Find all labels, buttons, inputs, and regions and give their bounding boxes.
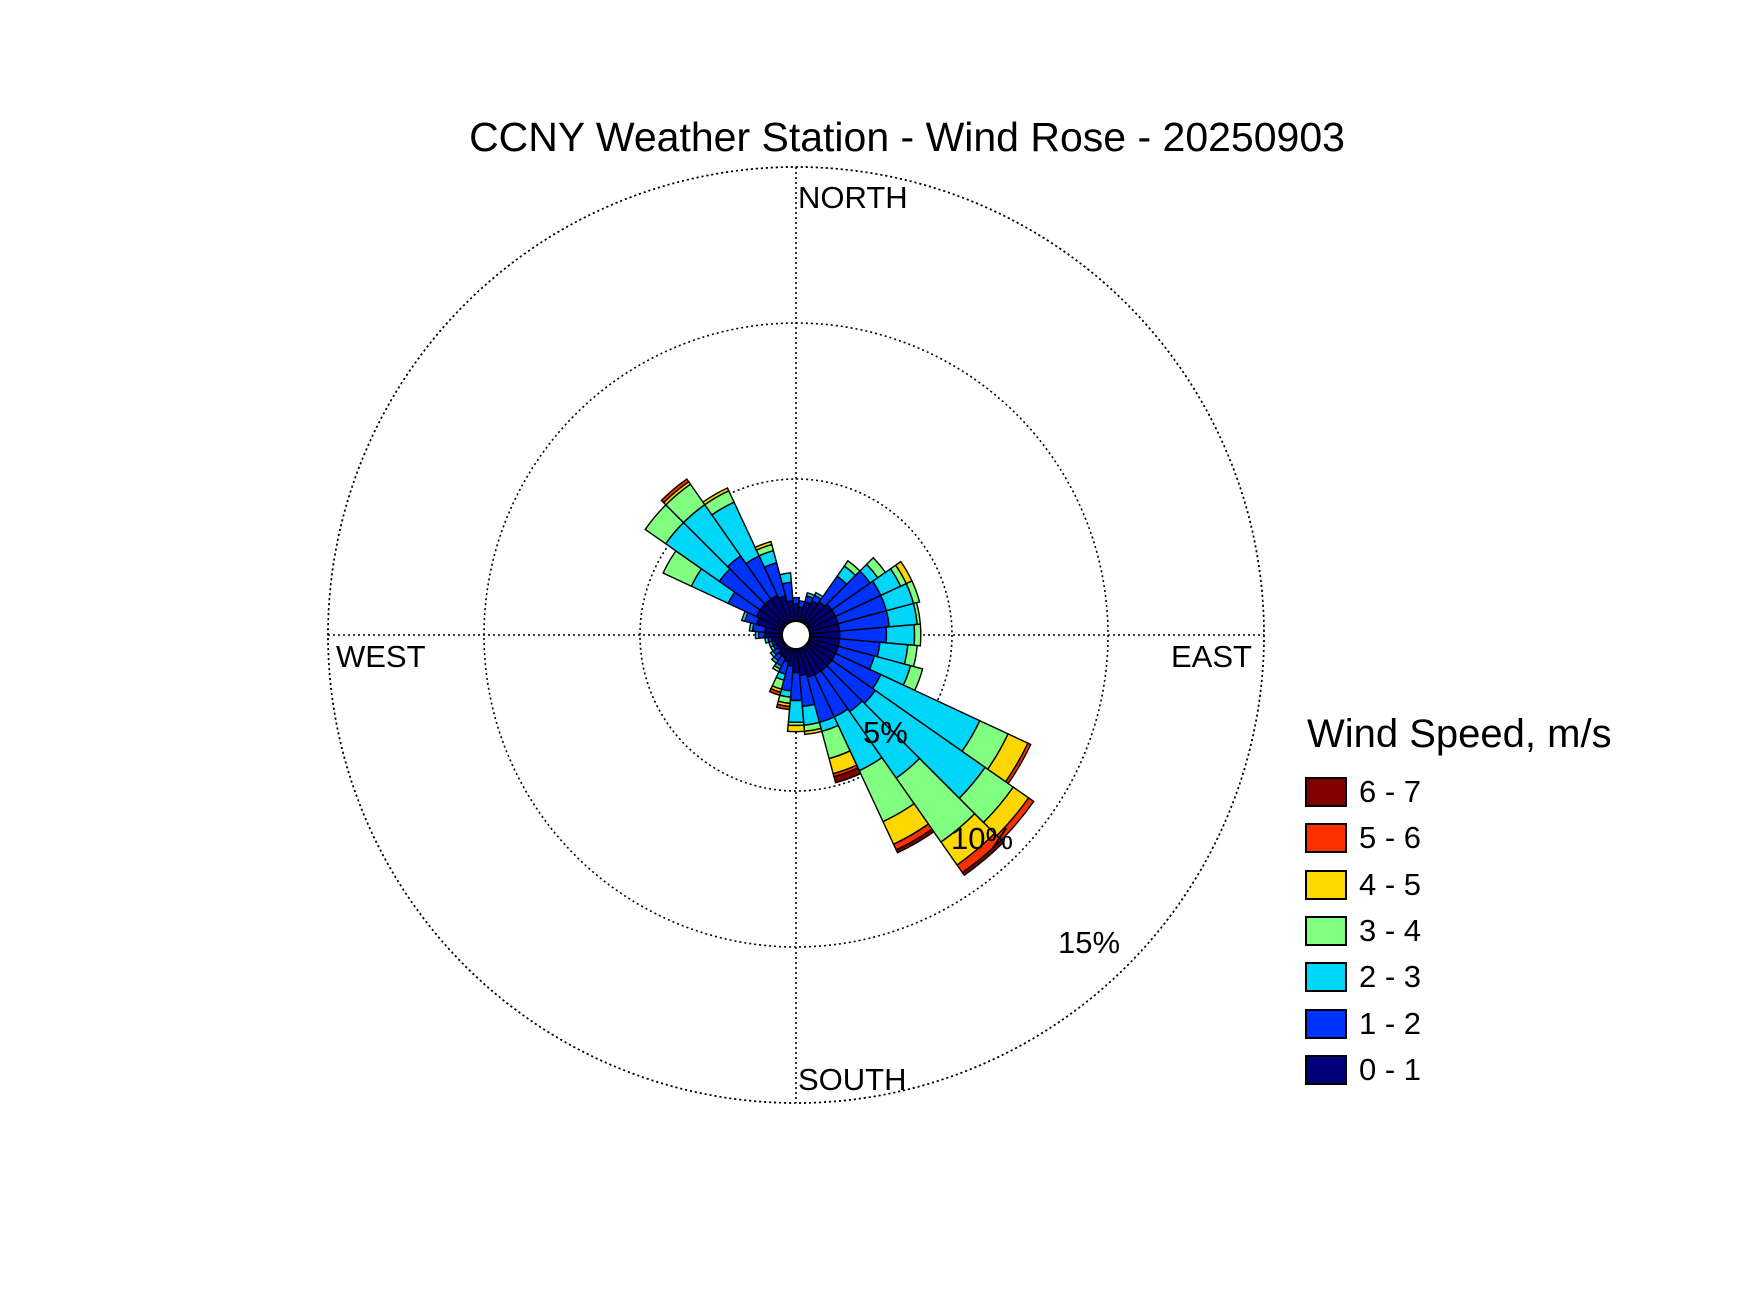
sector-190-speed-5-6: [775, 703, 791, 711]
ring-label-15: 15%: [1058, 925, 1120, 960]
legend-label: 4 - 5: [1359, 866, 1422, 902]
legend-label: 2 - 3: [1359, 959, 1422, 995]
legend-label: 5 - 6: [1359, 820, 1422, 856]
legend-swatch: [1305, 823, 1347, 854]
legend-item: 0 - 1: [1305, 1047, 1612, 1093]
legend-label: 6 - 7: [1359, 774, 1422, 810]
sector-330-speed-4-5: [701, 487, 730, 506]
legend-item: 5 - 6: [1305, 815, 1612, 861]
sector-140-speed-6-7: [961, 839, 1005, 877]
legend-items: 6 - 7 5 - 6 4 - 5 3 - 4 2 - 3 1 - 2 0 - 1: [1305, 769, 1612, 1093]
polar-grid: [327, 166, 1265, 1104]
legend-swatch: [1305, 916, 1347, 947]
south-label: SOUTH: [798, 1062, 907, 1097]
sector-180-speed-4-5: [786, 724, 806, 733]
sector-340-speed-4-5: [754, 540, 773, 552]
legend-item: 3 - 4: [1305, 908, 1612, 954]
sector-170-speed-4-5: [803, 727, 823, 736]
axis-labels: NORTH SOUTH WEST EAST 5% 10% 15%: [336, 180, 1252, 1097]
east-label: EAST: [1171, 639, 1252, 674]
legend-label: 1 - 2: [1359, 1005, 1422, 1041]
north-label: NORTH: [798, 180, 908, 215]
legend-swatch: [1305, 869, 1347, 900]
legend-title: Wind Speed, m/s: [1307, 712, 1612, 756]
ring-label-10: 10%: [951, 821, 1013, 856]
legend-swatch: [1305, 777, 1347, 808]
legend-item: 4 - 5: [1305, 862, 1612, 908]
sector-210-speed-3-4: [771, 664, 782, 673]
legend-swatch: [1305, 1008, 1347, 1039]
legend-item: 2 - 3: [1305, 954, 1612, 1000]
legend: Wind Speed, m/s 6 - 7 5 - 6 4 - 5 3 - 4 2 - …: [1305, 712, 1612, 1093]
sector-90-speed-3-4: [913, 623, 922, 647]
sector-350-speed-2-3: [778, 572, 793, 585]
legend-swatch: [1305, 962, 1347, 993]
sector-320-speed-5-6: [660, 478, 690, 504]
sector-70-speed-3-4: [905, 580, 921, 605]
legend-item: 6 - 7: [1305, 769, 1612, 815]
sector-270-speed-2-3: [754, 630, 760, 640]
sector-230-speed-2-3: [769, 650, 778, 659]
sector-200-speed-5-6: [768, 687, 782, 697]
west-label: WEST: [336, 639, 426, 674]
legend-label: 3 - 4: [1359, 913, 1422, 949]
ring-label-5: 5%: [863, 715, 908, 750]
legend-item: 1 - 2: [1305, 1000, 1612, 1046]
sector-150-speed-6-7: [895, 828, 935, 854]
calm-center-marker: [781, 620, 811, 650]
sector-90-speed-2-3: [885, 623, 916, 647]
grid-ring-5: [639, 478, 953, 792]
legend-label: 0 - 1: [1359, 1051, 1422, 1087]
wind-rose-sectors: [644, 478, 1035, 877]
sector-220-speed-2-3: [770, 656, 780, 665]
sector-160-speed-6-7: [833, 766, 862, 784]
chart-title: CCNY Weather Station - Wind Rose - 20250…: [469, 114, 1345, 160]
legend-swatch: [1305, 1054, 1347, 1085]
